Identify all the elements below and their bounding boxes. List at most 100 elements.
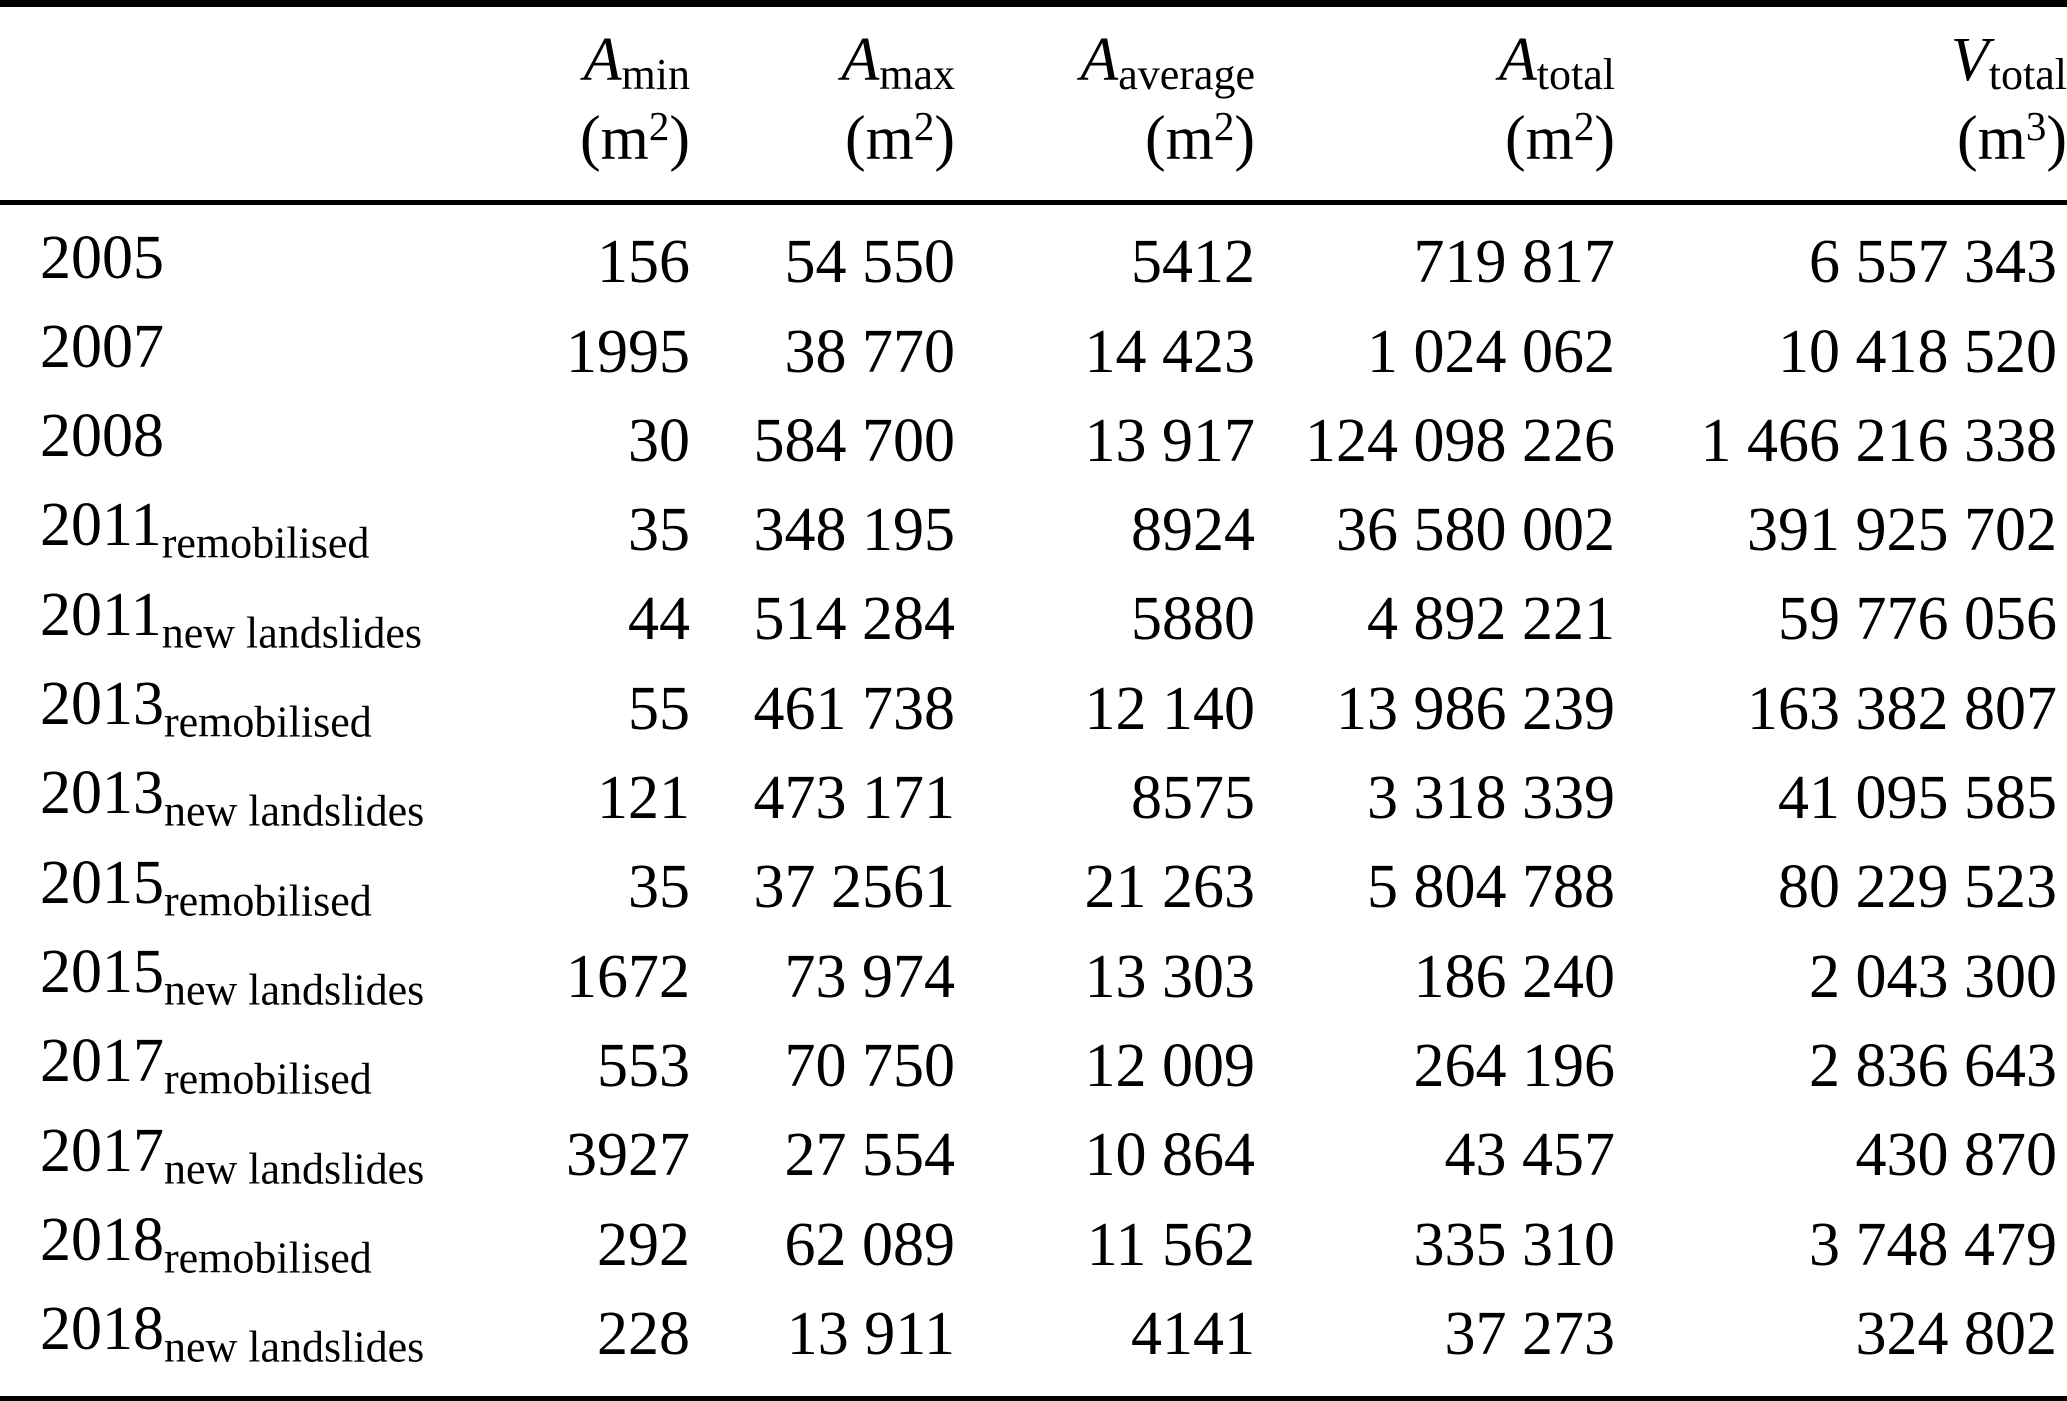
row-year: 2011 [40,580,162,649]
cell-amin: 44 [628,585,690,654]
cell-amin: 156 [597,228,690,297]
cell-vtotal: 2 043 300 [1809,942,2057,1011]
table-row: 2017remobilised 553 70 750 12 009 264 19… [0,1021,2067,1110]
cell-amax: 54 550 [784,228,956,297]
cell-vtotal: 391 925 702 [1747,496,2057,565]
row-label: 2011new landslides [0,575,460,664]
cell-amin: 55 [628,674,690,743]
row-year: 2008 [40,402,164,471]
row-year: 2018 [40,1205,164,1274]
cell-amax: 37 2561 [753,853,956,922]
cell-vtotal: 2 836 643 [1809,1032,2057,1100]
cell-aaverage: 21 263 [1084,853,1256,922]
header-vtotal-symbol: V [1950,26,1989,94]
cell-atotal: 264 196 [1413,1032,1616,1100]
header-amin-subscript: min [621,49,690,99]
header-aaverage-symbol: A [1080,26,1119,94]
header-vtotal-subscript: total [1988,49,2067,99]
cell-atotal: 3 318 339 [1367,764,1615,833]
cell-vtotal: 324 802 [1855,1299,2058,1368]
header-amax-unit: (m2) [844,103,955,173]
cell-aaverage: 14 423 [1084,317,1256,386]
row-year: 2007 [40,312,164,381]
cell-amax: 584 700 [753,406,956,475]
row-sublabel: remobilised [164,876,372,926]
cell-aaverage: 11 562 [1086,1210,1255,1279]
header-empty [0,4,460,203]
cell-amin: 3927 [566,1121,690,1190]
row-label: 2018new landslides [0,1289,460,1398]
cell-atotal: 186 240 [1413,942,1616,1011]
header-amin-unit: (m2) [579,103,690,173]
table-body: 2005 156 54 550 5412 719 817 6 557 343 2… [0,202,2067,1398]
cell-vtotal: 6 557 343 [1809,228,2057,297]
row-sublabel: remobilised [164,1233,372,1283]
table-row: 2005 156 54 550 5412 719 817 6 557 343 [0,202,2067,307]
row-label: 2005 [0,202,460,307]
row-label: 2017remobilised [0,1021,460,1110]
cell-atotal: 5 804 788 [1367,853,1615,922]
cell-amin: 35 [628,853,690,922]
cell-amax: 70 750 [784,1032,956,1100]
cell-vtotal: 59 776 056 [1778,585,2057,654]
table-row: 2017new landslides 3927 27 554 10 864 43… [0,1111,2067,1200]
header-aaverage: Aaverage (m2) [955,4,1255,203]
row-sublabel: new landslides [164,1143,425,1193]
row-label: 2015remobilised [0,843,460,932]
header-atotal-symbol: A [1498,26,1537,94]
row-sublabel: new landslides [164,965,425,1015]
cell-amax: 461 738 [753,674,956,743]
cell-vtotal: 3 748 479 [1809,1210,2057,1279]
cell-amin: 1995 [566,317,690,386]
cell-aaverage: 13 303 [1084,942,1256,1011]
cell-amax: 62 089 [784,1210,956,1279]
table-row: 2015remobilised 35 37 2561 21 263 5 804 … [0,843,2067,932]
row-sublabel: new landslides [161,608,422,658]
row-label: 2018remobilised [0,1200,460,1289]
cell-aaverage: 13 917 [1084,406,1256,475]
cell-aaverage: 5412 [1131,228,1255,297]
cell-aaverage: 10 864 [1084,1121,1256,1190]
row-label: 2013remobilised [0,664,460,753]
table-row: 2018remobilised 292 62 089 11 562 335 31… [0,1200,2067,1289]
cell-aaverage: 4141 [1131,1299,1255,1368]
row-year: 2013 [40,670,164,739]
table-header: Amin (m2) Amax (m2) Aaverage (m2) Atotal… [0,4,2067,203]
header-amin-symbol: A [583,26,622,94]
cell-vtotal: 80 229 523 [1778,853,2057,922]
cell-amin: 553 [597,1032,690,1100]
row-year: 2015 [40,848,164,917]
cell-vtotal: 10 418 520 [1778,317,2057,386]
cell-atotal: 37 273 [1444,1299,1616,1368]
table-row: 2015new landslides 1672 73 974 13 303 18… [0,932,2067,1021]
row-year: 2011 [40,491,162,560]
cell-amin: 30 [628,406,690,475]
row-label: 2007 [0,307,460,396]
header-atotal-subscript: total [1536,49,1615,99]
row-year: 2015 [40,938,164,1007]
cell-amax: 514 284 [753,585,956,654]
row-label: 2011remobilised [0,485,460,574]
cell-aaverage: 12 009 [1084,1032,1256,1100]
cell-atotal: 43 457 [1444,1121,1616,1190]
cell-amin: 292 [597,1210,690,1279]
table-row: 2013new landslides 121 473 171 8575 3 31… [0,753,2067,842]
row-sublabel: remobilised [164,697,372,747]
table-row: 2008 30 584 700 13 917 124 098 226 1 466… [0,396,2067,485]
table-row: 2013remobilised 55 461 738 12 140 13 986… [0,664,2067,753]
row-sublabel: new landslides [164,1322,425,1372]
cell-amin: 121 [597,764,690,833]
header-row: Amin (m2) Amax (m2) Aaverage (m2) Atotal… [0,4,2067,203]
cell-vtotal: 1 466 216 338 [1700,406,2058,475]
header-amax: Amax (m2) [690,4,955,203]
cell-atotal: 13 986 239 [1336,674,1615,743]
cell-amax: 348 195 [753,496,956,565]
header-vtotal-unit: (m3) [1956,103,2067,173]
cell-amax: 27 554 [784,1121,956,1190]
cell-atotal: 36 580 002 [1336,496,1615,565]
cell-aaverage: 8575 [1131,764,1255,833]
cell-atotal: 124 098 226 [1305,406,1615,475]
header-aaverage-unit: (m2) [1144,103,1255,173]
table-row: 2011new landslides 44 514 284 5880 4 892… [0,575,2067,664]
header-aaverage-subscript: average [1118,49,1255,99]
